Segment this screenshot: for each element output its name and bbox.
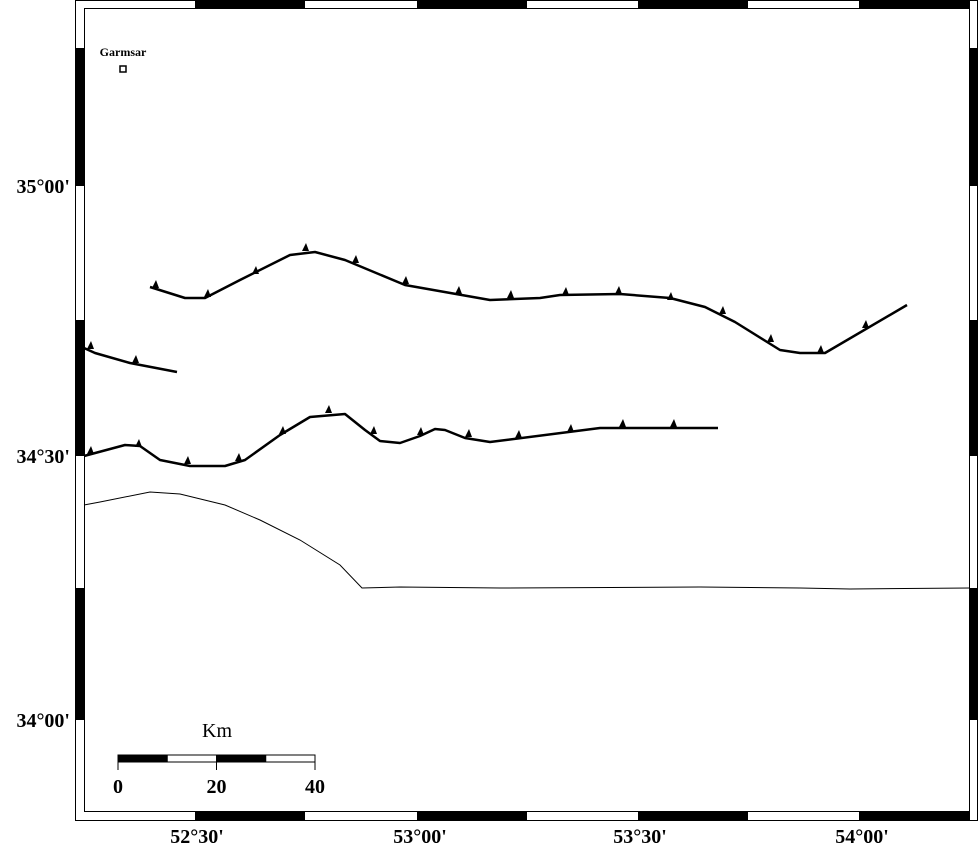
fault-line [83, 412, 718, 468]
fault-tooth [667, 292, 674, 300]
fault-line [149, 250, 908, 355]
fault-line [83, 346, 178, 374]
map-frame [75, 0, 978, 821]
fault-tooth [567, 424, 574, 432]
fault-tooth [670, 419, 677, 427]
fault-tooth [465, 429, 472, 437]
scale-segment [265, 754, 316, 763]
fault-tooth [615, 286, 622, 294]
fault-tooth [562, 287, 569, 295]
fault-tooth [184, 456, 191, 464]
frame-segment [417, 0, 527, 8]
frame-segment [970, 588, 978, 720]
fault-tooth [402, 276, 409, 284]
scale-segment [166, 754, 217, 763]
fault-tooth [515, 430, 522, 438]
frame-segment [75, 48, 84, 186]
frame-segment [195, 0, 305, 8]
fault-tooth [507, 290, 514, 298]
scale-tick-label: 20 [207, 776, 227, 798]
frame-segment [970, 320, 978, 456]
coordinate-labels: 52°30' 53°00' 53°30' 54°00' 35°00' 34°30' 34°0… [16, 176, 888, 848]
frame-bars [75, 0, 978, 820]
latitude-label: 34°30' [16, 446, 70, 468]
longitude-label: 52°30' [170, 826, 224, 848]
fault-tooth [302, 243, 309, 251]
frame-segment [638, 812, 748, 820]
fault-tooth [455, 286, 462, 294]
frame-segment [75, 320, 84, 456]
place-label: Garmsar [100, 45, 147, 59]
frame-segment [417, 812, 527, 820]
fault-tooth [417, 427, 424, 435]
fault-tooth [370, 426, 377, 434]
scale-tick-label: 40 [305, 776, 325, 798]
frame-segment [638, 0, 748, 8]
frame-segment [859, 812, 970, 820]
place-marker [119, 65, 127, 73]
latitude-label: 34°00' [16, 710, 70, 732]
fault-tooth [279, 426, 286, 434]
fault-tooth [87, 341, 94, 349]
boundary-line [83, 491, 971, 590]
frame-segment [75, 588, 84, 720]
scale-segment [216, 754, 267, 763]
frame-segment [195, 812, 305, 820]
fault-tooth [204, 289, 211, 297]
fault-tooth [252, 266, 259, 274]
fault-tooth [619, 419, 626, 427]
longitude-label: 54°00' [835, 826, 889, 848]
fault-tooth [135, 439, 142, 447]
fault-tooth [87, 446, 94, 454]
scale-unit: Km [202, 720, 232, 742]
fault-tooth [817, 345, 824, 353]
fault-tooth [132, 355, 139, 363]
fault-teeth [87, 243, 869, 464]
faults [83, 250, 908, 468]
scale-tick-label: 0 [113, 776, 123, 798]
latitude-label: 35°00' [16, 176, 70, 198]
longitude-label: 53°30' [613, 826, 667, 848]
fault-tooth [152, 280, 159, 288]
fault-tooth [352, 255, 359, 263]
fault-tooth [719, 306, 726, 314]
scale-segment [117, 754, 168, 763]
longitude-label: 53°00' [393, 826, 447, 848]
frame-segment [970, 48, 978, 186]
frame-segment [859, 0, 970, 8]
fault-tooth [325, 405, 332, 413]
fault-tooth [767, 334, 774, 342]
scale-bar: Km 0 20 40 [113, 720, 325, 798]
fault-tooth [862, 320, 869, 328]
fault-tooth [235, 453, 242, 461]
